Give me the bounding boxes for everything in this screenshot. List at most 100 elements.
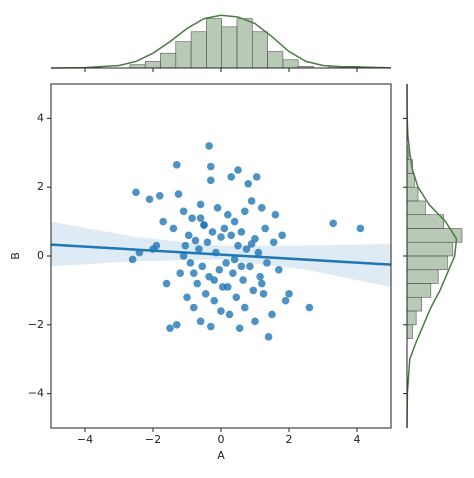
point bbox=[179, 207, 188, 216]
point bbox=[258, 204, 266, 212]
point bbox=[242, 245, 251, 253]
hist-bar bbox=[221, 26, 238, 69]
point bbox=[227, 231, 235, 240]
point bbox=[269, 238, 278, 247]
point bbox=[196, 214, 205, 222]
point bbox=[234, 241, 242, 250]
y-tick-label: 0 bbox=[37, 249, 44, 262]
point bbox=[188, 214, 196, 222]
hist-bar bbox=[206, 18, 222, 69]
hist-bar bbox=[190, 31, 207, 69]
point bbox=[196, 200, 205, 209]
point bbox=[159, 217, 167, 226]
point bbox=[207, 322, 215, 331]
point bbox=[166, 324, 174, 333]
hist-bar bbox=[282, 59, 299, 69]
point bbox=[329, 219, 338, 228]
point bbox=[184, 231, 193, 240]
point bbox=[181, 241, 190, 250]
hist-bar bbox=[236, 18, 253, 69]
point bbox=[210, 296, 218, 305]
point bbox=[271, 210, 280, 219]
point bbox=[207, 162, 215, 171]
hist-bar bbox=[406, 324, 413, 339]
point bbox=[190, 269, 198, 278]
point bbox=[247, 240, 256, 248]
hist-bar bbox=[406, 200, 426, 216]
point bbox=[132, 188, 140, 197]
point bbox=[183, 293, 191, 302]
point bbox=[145, 195, 154, 204]
x-tick-label: −4 bbox=[77, 433, 93, 446]
point bbox=[356, 224, 365, 233]
point bbox=[241, 207, 249, 216]
point bbox=[252, 173, 261, 181]
point bbox=[224, 283, 232, 291]
point bbox=[264, 333, 273, 341]
point bbox=[281, 296, 290, 305]
point bbox=[215, 265, 224, 274]
point bbox=[191, 236, 200, 245]
point bbox=[246, 262, 254, 271]
point bbox=[205, 142, 213, 150]
point bbox=[220, 224, 229, 233]
hist-bar bbox=[175, 41, 192, 69]
point bbox=[235, 324, 244, 333]
point bbox=[200, 221, 208, 229]
point bbox=[169, 224, 178, 233]
x-axis-label: A bbox=[217, 449, 225, 462]
point bbox=[203, 238, 212, 247]
point bbox=[305, 303, 314, 312]
point bbox=[278, 231, 287, 240]
hist-bar bbox=[160, 52, 177, 69]
point bbox=[268, 310, 276, 319]
point bbox=[249, 286, 258, 295]
point bbox=[237, 228, 246, 236]
point bbox=[230, 217, 239, 226]
point bbox=[207, 176, 215, 185]
point bbox=[256, 272, 264, 281]
point bbox=[179, 252, 188, 260]
point bbox=[173, 321, 181, 329]
point bbox=[217, 233, 225, 241]
point bbox=[193, 279, 201, 288]
point bbox=[224, 210, 232, 219]
hist-bar bbox=[406, 269, 439, 284]
point bbox=[195, 245, 203, 253]
point bbox=[198, 262, 207, 271]
point bbox=[174, 190, 183, 198]
y-tick-label: 4 bbox=[37, 111, 44, 124]
hist-bar bbox=[406, 255, 448, 271]
regression-line bbox=[50, 243, 392, 266]
point bbox=[128, 255, 137, 264]
y-axis-label: B bbox=[9, 252, 22, 260]
point bbox=[230, 255, 239, 264]
point bbox=[156, 192, 164, 200]
kde-line bbox=[406, 83, 458, 429]
y-tick-label: −4 bbox=[28, 387, 44, 400]
x-tick-label: 0 bbox=[218, 433, 225, 446]
hist-bar bbox=[406, 283, 432, 298]
point bbox=[232, 293, 241, 302]
x-tick-label: 2 bbox=[286, 433, 293, 446]
hist-bar bbox=[406, 310, 417, 326]
y-tick-label: −2 bbox=[28, 318, 44, 331]
kde-line bbox=[50, 14, 392, 69]
point bbox=[173, 161, 181, 169]
point bbox=[247, 197, 256, 205]
point bbox=[186, 259, 195, 267]
point bbox=[244, 179, 252, 188]
hist-bar bbox=[406, 173, 415, 188]
point bbox=[196, 317, 205, 326]
point bbox=[258, 279, 266, 288]
point bbox=[241, 303, 249, 312]
point bbox=[213, 204, 222, 212]
point bbox=[237, 262, 246, 271]
point bbox=[261, 224, 270, 233]
hist-bar bbox=[144, 61, 161, 69]
point bbox=[217, 307, 225, 315]
point bbox=[259, 290, 268, 298]
point bbox=[285, 290, 293, 298]
point bbox=[210, 276, 218, 284]
